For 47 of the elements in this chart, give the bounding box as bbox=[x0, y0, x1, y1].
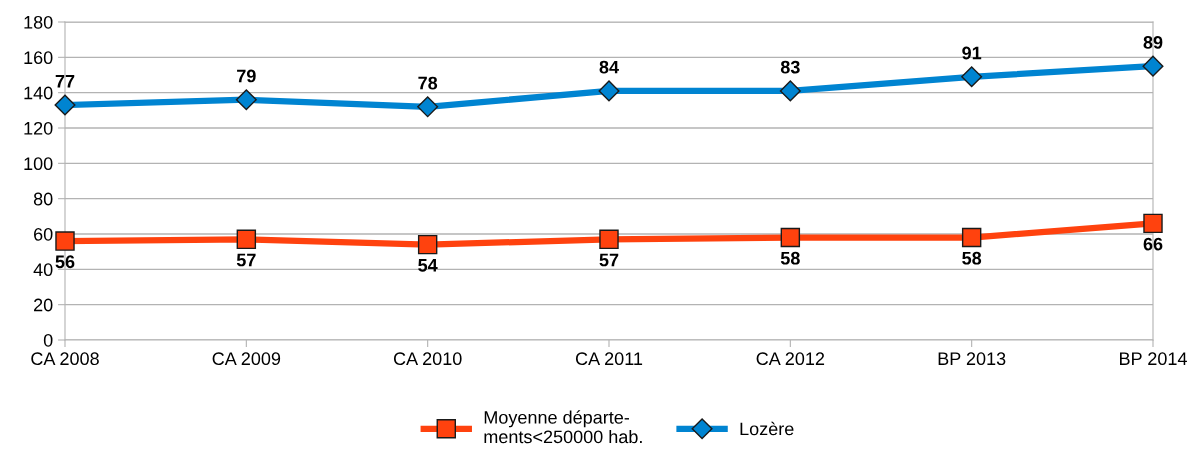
point bbox=[780, 227, 801, 248]
data-label: 58 bbox=[962, 251, 982, 265]
legend-label: Moyenne départe- ments<250000 hab. bbox=[484, 410, 642, 444]
x-tick-label: CA 2012 bbox=[756, 352, 825, 366]
annotation: 83 bbox=[780, 60, 800, 74]
x-tick-label: CA 2009 bbox=[212, 352, 281, 366]
annotation: 77 bbox=[55, 75, 75, 88]
y-tick-label: 100 bbox=[24, 157, 53, 171]
y-tick-label: 0 bbox=[43, 333, 53, 347]
data-label: 57 bbox=[599, 253, 619, 267]
x-tick-label: BP 2013 bbox=[938, 352, 1006, 366]
data-label: 56 bbox=[55, 255, 75, 269]
y-tick-label: 60 bbox=[34, 227, 53, 241]
data-label: 58 bbox=[780, 251, 800, 265]
annotation: 84 bbox=[599, 60, 619, 74]
y-tick-label: 80 bbox=[33, 192, 53, 206]
x-tick-label: CA 2010 bbox=[393, 352, 462, 366]
x-tick-label: CA 2011 bbox=[575, 352, 643, 366]
x-tick-label: BP 2014 bbox=[1120, 352, 1187, 366]
point bbox=[417, 234, 438, 255]
annotation: 79 bbox=[237, 69, 256, 83]
point bbox=[235, 89, 257, 111]
point bbox=[54, 94, 76, 116]
y-tick-label: 160 bbox=[24, 51, 53, 65]
data-label: 57 bbox=[236, 253, 256, 267]
y-tick-label: 180 bbox=[24, 15, 53, 29]
annotation: 91 bbox=[962, 46, 982, 60]
point bbox=[779, 80, 801, 102]
point bbox=[598, 80, 620, 102]
point bbox=[961, 66, 983, 88]
x-tick-label: CA 2008 bbox=[31, 352, 99, 366]
y-tick-label: 140 bbox=[24, 86, 53, 100]
annotation: 78 bbox=[418, 76, 438, 90]
point bbox=[236, 229, 257, 250]
point bbox=[961, 227, 982, 248]
data-label: 54 bbox=[418, 259, 438, 272]
y-tick-label: 120 bbox=[24, 121, 53, 135]
data-label: 66 bbox=[1143, 237, 1163, 251]
annotation: 89 bbox=[1143, 36, 1163, 49]
point bbox=[1143, 213, 1163, 234]
y-tick-label: 20 bbox=[34, 298, 53, 312]
point bbox=[599, 229, 619, 250]
point bbox=[417, 96, 439, 118]
y-tick-label: 40 bbox=[33, 263, 53, 277]
point bbox=[1142, 55, 1164, 77]
legend-label: Lozère bbox=[740, 421, 794, 436]
point bbox=[55, 231, 75, 251]
